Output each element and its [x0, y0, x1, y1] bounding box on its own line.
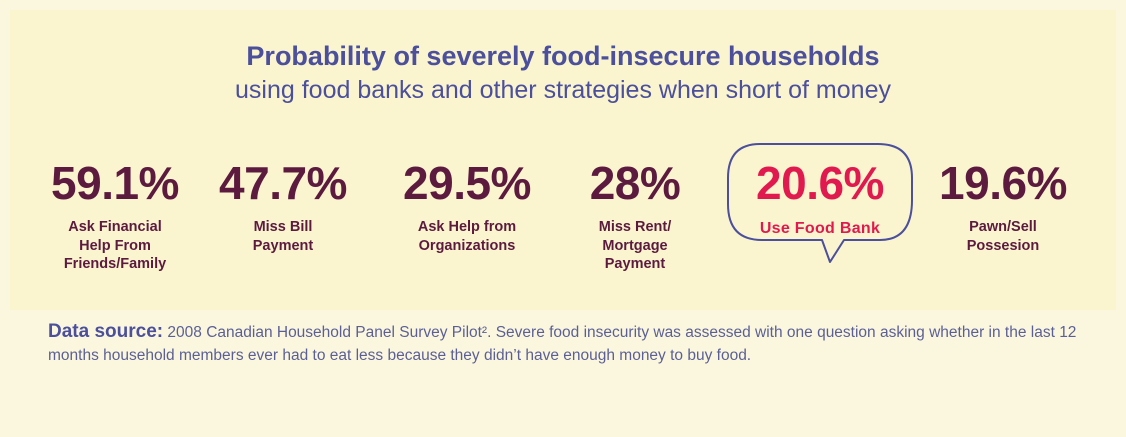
- stat-value: 59.1%: [51, 157, 179, 209]
- data-source-note: Data source: 2008 Canadian Household Pan…: [48, 320, 1088, 367]
- stat-label: Miss Rent/Mortgage Payment: [598, 219, 672, 272]
- stat-value: 29.5%: [403, 157, 531, 209]
- stat-label: Use Food Bank: [759, 220, 881, 237]
- data-source-text: 2008 Canadian Household Panel Survey Pil…: [48, 324, 1077, 364]
- stat-value: 28%: [589, 157, 681, 209]
- speech-bubble-icon: [727, 143, 913, 263]
- background-panel: [10, 10, 1116, 310]
- chart-title: Probability of severely food-insecure ho…: [246, 41, 880, 71]
- stat-ask-help-organizations: 29.5% Ask Help from Organizations: [382, 156, 552, 255]
- stat-value: 20.6%: [756, 157, 884, 209]
- stat-value: 47.7%: [219, 157, 347, 209]
- stat-value: 19.6%: [939, 157, 1067, 209]
- stat-pawn-sell-possesion: 19.6% Pawn/Sell Possesion: [928, 156, 1078, 255]
- data-source-label: Data source:: [48, 321, 164, 342]
- stat-miss-rent-mortgage: 28% Miss Rent/Mortgage Payment: [560, 156, 710, 274]
- stat-label: Miss Bill Payment: [252, 219, 314, 254]
- stat-label: Ask Financial Help From Friends/Family: [63, 219, 167, 272]
- stat-label: Ask Help from Organizations: [417, 219, 517, 254]
- stat-label: Pawn/Sell Possesion: [966, 219, 1040, 254]
- stat-miss-bill-payment: 47.7% Miss Bill Payment: [208, 156, 358, 255]
- stat-use-food-bank: 20.6% Use Food Bank: [735, 156, 905, 239]
- chart-subtitle: using food banks and other strategies wh…: [235, 76, 891, 104]
- stat-ask-financial-help: 59.1% Ask Financial Help From Friends/Fami…: [40, 156, 190, 274]
